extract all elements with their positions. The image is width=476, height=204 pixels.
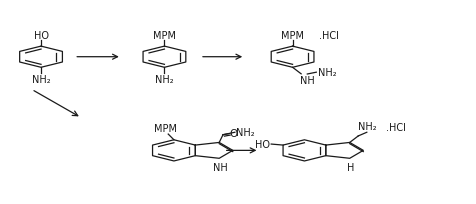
Text: NH: NH [213,162,228,172]
Text: NH₂: NH₂ [318,68,337,78]
Text: NH₂: NH₂ [32,74,50,84]
Text: NH₂: NH₂ [358,121,377,131]
Text: NH₂: NH₂ [236,128,255,137]
Text: MPM: MPM [281,30,304,40]
Text: .HCl: .HCl [386,122,406,132]
Text: O: O [229,128,238,138]
Text: NH₂: NH₂ [155,74,174,84]
Text: HO: HO [33,30,49,40]
Text: NH: NH [300,75,315,85]
Text: MPM: MPM [154,123,177,133]
Text: H: H [347,162,355,172]
Text: MPM: MPM [153,30,176,40]
Text: HO: HO [255,139,270,149]
Text: .HCl: .HCl [319,30,338,40]
